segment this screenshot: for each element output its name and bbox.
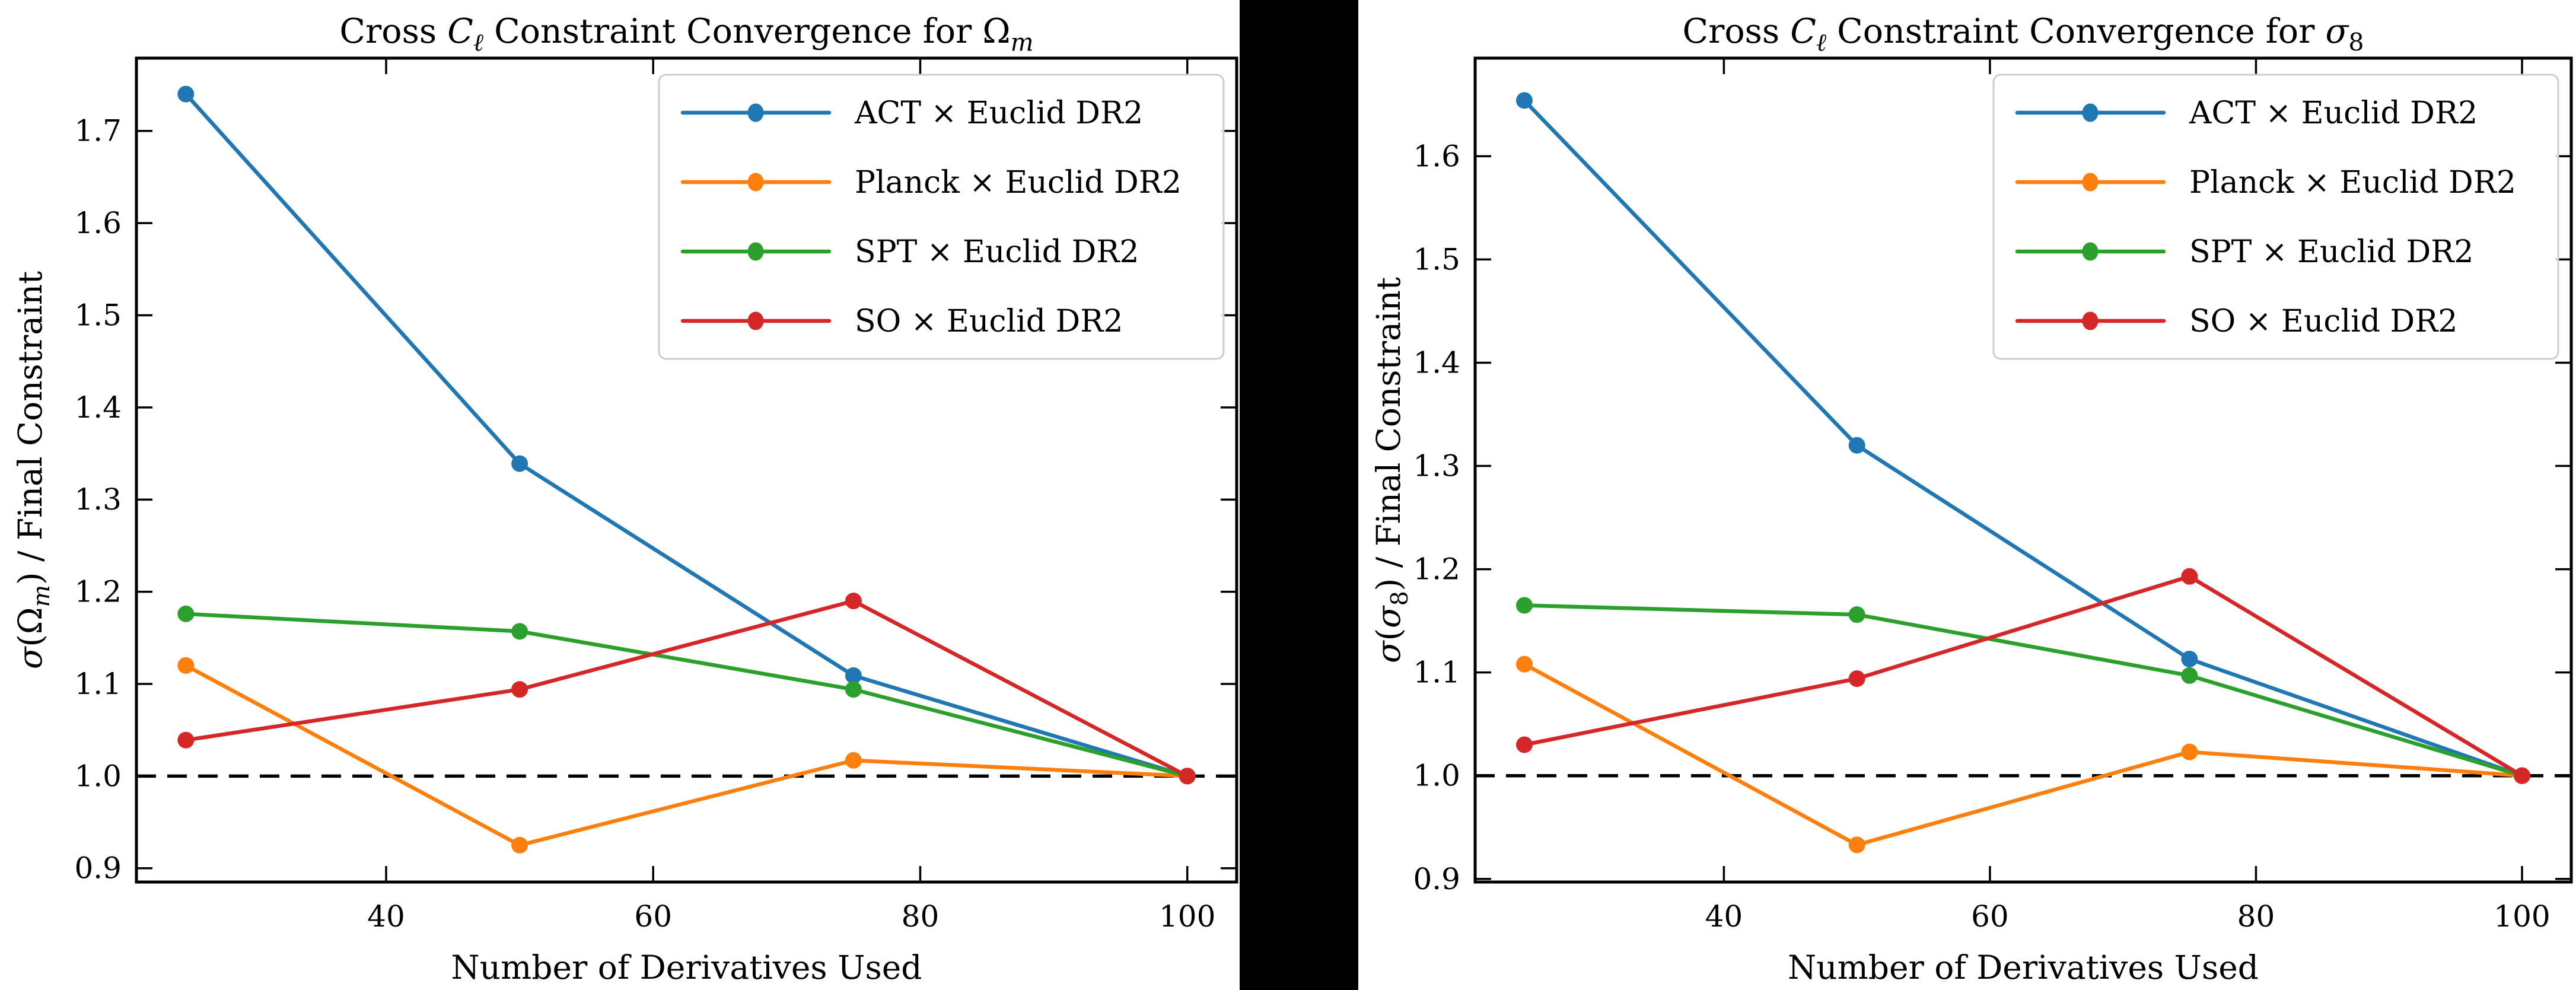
data-point-planck-euclid-dr2	[511, 836, 528, 854]
legend-box	[658, 74, 1225, 360]
data-point-planck-euclid-dr2	[2181, 743, 2198, 760]
data-point-spt-euclid-dr2	[2181, 667, 2198, 684]
legend-entry-so-euclid-dr2: SO × Euclid DR2	[680, 304, 1123, 339]
x-tick-label: 60	[634, 899, 672, 934]
data-point-act-euclid-dr2	[2181, 651, 2198, 668]
data-point-planck-euclid-dr2	[177, 657, 195, 674]
y-axis-label: σ(σ8) / Final Constraint	[1370, 277, 1413, 663]
y-tick-label: 1.4	[1413, 345, 1460, 380]
y-tick-label: 1.2	[74, 575, 122, 609]
legend-marker	[747, 311, 764, 330]
data-point-act-euclid-dr2	[845, 667, 862, 684]
legend-box	[1992, 74, 2559, 360]
legend-label: ACT × Euclid DR2	[2189, 96, 2478, 131]
legend-marker	[2082, 242, 2099, 261]
data-point-planck-euclid-dr2	[845, 752, 862, 769]
y-tick-label: 1.5	[1413, 242, 1460, 276]
legend-entry-act-euclid-dr2: ACT × Euclid DR2	[680, 96, 1143, 131]
data-point-spt-euclid-dr2	[1848, 606, 1865, 623]
x-tick-label: 80	[902, 899, 940, 934]
legend: ACT × Euclid DR2 Planck × Euclid DR2 SPT ×…	[658, 74, 1225, 360]
plot-frame	[135, 56, 1238, 884]
x-axis-label: Number of Derivatives Used	[451, 948, 922, 986]
data-point-so-euclid-dr2	[511, 681, 528, 698]
chart-title: Cross Cℓ Constraint Convergence for σ8	[1683, 12, 2364, 57]
data-point-act-euclid-dr2	[511, 455, 528, 472]
plot-frame	[1473, 56, 2573, 884]
y-tick-label: 1.3	[74, 482, 122, 517]
data-point-so-euclid-dr2	[1179, 768, 1196, 785]
y-tick-label: 1.4	[74, 390, 122, 425]
data-point-so-euclid-dr2	[1848, 670, 1865, 687]
figure-panel-sigma-8: 0.9 1.0 1.1 1.2 1.3 1.4 1.5 1.6 40 60 80 100 Cross C…	[1358, 0, 2576, 990]
series-line-so-euclid-dr2	[184, 599, 1189, 778]
data-point-so-euclid-dr2	[2181, 568, 2198, 585]
legend-entry-planck-euclid-dr2: Planck × Euclid DR2	[2015, 165, 2516, 200]
y-tick-label: 1.6	[74, 206, 122, 240]
y-tick-label: 1.1	[1413, 655, 1460, 690]
legend-entry-act-euclid-dr2: ACT × Euclid DR2	[2015, 96, 2478, 131]
legend-marker	[2082, 173, 2099, 192]
data-point-planck-euclid-dr2	[1515, 655, 1533, 673]
x-tick-label: 100	[1159, 899, 1215, 934]
series-line-planck-euclid-dr2	[1522, 662, 2524, 847]
x-tick-label: 40	[1705, 899, 1743, 934]
y-tick-label: 1.0	[74, 759, 122, 793]
legend-label: SPT × Euclid DR2	[855, 234, 1139, 270]
data-point-act-euclid-dr2	[1515, 92, 1533, 109]
x-tick-label: 40	[367, 899, 405, 934]
chart-sigma-8: 0.9 1.0 1.1 1.2 1.3 1.4 1.5 1.6 40 60 80 100 Cross C…	[1370, 12, 2573, 986]
legend-entry-so-euclid-dr2: SO × Euclid DR2	[2015, 304, 2457, 339]
series-line-spt-euclid-dr2	[1522, 603, 2524, 778]
legend-label: Planck × Euclid DR2	[855, 165, 1182, 200]
data-point-so-euclid-dr2	[1515, 736, 1533, 753]
y-tick-label: 1.2	[1413, 552, 1460, 587]
x-tick-label: 80	[2237, 899, 2275, 934]
legend-marker	[2082, 103, 2099, 122]
figure-panel-omega-m: 0.9 1.0 1.1 1.2 1.3 1.4 1.5 1.6 1.7 40 60 80 100 Cros…	[0, 0, 1240, 990]
legend-label: SO × Euclid DR2	[855, 304, 1123, 339]
data-point-spt-euclid-dr2	[845, 681, 862, 698]
y-tick-label: 0.9	[74, 851, 122, 886]
chart-omega-m: 0.9 1.0 1.1 1.2 1.3 1.4 1.5 1.6 1.7 40 60 80 100 Cros…	[11, 12, 1238, 986]
data-point-spt-euclid-dr2	[511, 623, 528, 640]
legend-entry-planck-euclid-dr2: Planck × Euclid DR2	[680, 165, 1182, 200]
series-line-act-euclid-dr2	[184, 92, 1189, 778]
data-point-planck-euclid-dr2	[1848, 836, 1865, 854]
y-tick-label: 1.3	[1413, 449, 1460, 483]
legend-entry-spt-euclid-dr2: SPT × Euclid DR2	[680, 234, 1139, 270]
data-point-act-euclid-dr2	[1848, 437, 1865, 454]
series-line-spt-euclid-dr2	[184, 612, 1189, 778]
series-line-planck-euclid-dr2	[184, 663, 1189, 848]
y-tick-label: 1.1	[74, 667, 122, 701]
x-tick-label: 60	[1971, 899, 2009, 934]
data-point-so-euclid-dr2	[845, 593, 862, 610]
x-tick-label: 100	[2494, 899, 2550, 934]
y-tick-label: 0.9	[1413, 862, 1460, 896]
data-point-spt-euclid-dr2	[177, 605, 195, 622]
legend: ACT × Euclid DR2 Planck × Euclid DR2 SPT ×…	[1992, 74, 2559, 360]
data-point-act-euclid-dr2	[177, 85, 195, 103]
chart-title: Cross Cℓ Constraint Convergence for Ωm	[339, 12, 1033, 57]
legend-label: SO × Euclid DR2	[2189, 304, 2457, 339]
legend-marker	[747, 242, 764, 261]
series-line-act-euclid-dr2	[1522, 98, 2524, 778]
y-tick-label: 1.0	[1413, 759, 1460, 793]
data-point-so-euclid-dr2	[177, 731, 195, 749]
data-point-spt-euclid-dr2	[1515, 597, 1533, 614]
legend-marker	[2082, 311, 2099, 330]
x-axis-label: Number of Derivatives Used	[1788, 948, 2259, 986]
legend-marker	[747, 173, 764, 192]
y-axis-label: σ(Ωm) / Final Constraint	[11, 271, 55, 669]
y-tick-label: 1.5	[74, 298, 122, 332]
legend-marker	[747, 103, 764, 122]
data-point-so-euclid-dr2	[2514, 767, 2531, 784]
legend-entry-spt-euclid-dr2: SPT × Euclid DR2	[2015, 234, 2474, 270]
legend-label: Planck × Euclid DR2	[2189, 165, 2516, 200]
y-tick-label: 1.7	[74, 114, 122, 148]
legend-label: ACT × Euclid DR2	[854, 96, 1143, 131]
y-tick-label: 1.6	[1413, 139, 1460, 173]
series-line-so-euclid-dr2	[1522, 574, 2524, 778]
legend-label: SPT × Euclid DR2	[2189, 234, 2474, 270]
